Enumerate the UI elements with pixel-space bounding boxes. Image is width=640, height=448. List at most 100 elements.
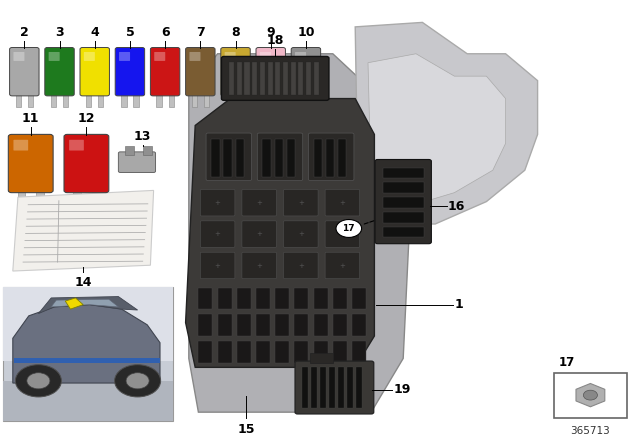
Bar: [275, 341, 289, 363]
Text: +: +: [298, 263, 304, 269]
Bar: [252, 62, 257, 95]
Polygon shape: [65, 298, 83, 309]
FancyBboxPatch shape: [150, 47, 180, 96]
FancyBboxPatch shape: [200, 190, 235, 216]
FancyBboxPatch shape: [295, 361, 374, 414]
Text: 18: 18: [266, 34, 284, 47]
Bar: [310, 353, 333, 363]
FancyBboxPatch shape: [154, 52, 165, 61]
Bar: [223, 139, 232, 177]
Bar: [256, 288, 270, 309]
Bar: [36, 190, 44, 205]
Text: 4: 4: [90, 26, 99, 39]
FancyBboxPatch shape: [257, 133, 303, 181]
FancyBboxPatch shape: [45, 47, 74, 96]
FancyBboxPatch shape: [64, 134, 109, 193]
Bar: [383, 197, 424, 208]
Bar: [333, 288, 347, 309]
Bar: [218, 341, 232, 363]
Text: 3: 3: [55, 26, 64, 39]
Text: +: +: [339, 200, 346, 206]
Bar: [236, 139, 244, 177]
FancyBboxPatch shape: [200, 221, 235, 247]
Bar: [262, 139, 271, 177]
FancyBboxPatch shape: [13, 52, 24, 61]
Bar: [262, 94, 268, 107]
Bar: [156, 94, 162, 107]
Bar: [326, 139, 334, 177]
Bar: [256, 314, 270, 336]
Bar: [3, 287, 173, 361]
Bar: [256, 341, 270, 363]
Bar: [275, 314, 289, 336]
FancyBboxPatch shape: [221, 56, 329, 100]
Polygon shape: [355, 22, 538, 224]
Polygon shape: [576, 383, 605, 407]
Bar: [352, 314, 366, 336]
Bar: [275, 139, 283, 177]
FancyBboxPatch shape: [49, 52, 60, 61]
Bar: [3, 381, 173, 421]
FancyBboxPatch shape: [80, 47, 109, 96]
Bar: [283, 62, 288, 95]
Bar: [143, 146, 152, 155]
Polygon shape: [13, 190, 154, 271]
Bar: [237, 314, 251, 336]
Text: +: +: [256, 231, 262, 237]
Text: 17: 17: [559, 356, 575, 369]
Bar: [274, 94, 280, 107]
Bar: [314, 288, 328, 309]
Text: +: +: [339, 263, 346, 269]
Polygon shape: [51, 299, 118, 307]
FancyBboxPatch shape: [242, 221, 276, 247]
Bar: [198, 314, 212, 336]
Bar: [383, 182, 424, 193]
Text: +: +: [298, 231, 304, 237]
Text: 2: 2: [20, 26, 29, 39]
FancyBboxPatch shape: [200, 252, 235, 279]
Bar: [311, 367, 317, 408]
Text: +: +: [298, 200, 304, 206]
Bar: [227, 94, 232, 107]
Bar: [320, 367, 326, 408]
FancyBboxPatch shape: [242, 190, 276, 216]
FancyBboxPatch shape: [189, 52, 200, 61]
FancyBboxPatch shape: [225, 52, 236, 61]
Text: +: +: [256, 263, 262, 269]
FancyBboxPatch shape: [308, 133, 354, 181]
Text: 10: 10: [297, 26, 315, 39]
Bar: [356, 367, 362, 408]
Circle shape: [584, 390, 598, 400]
Bar: [333, 341, 347, 363]
Bar: [198, 341, 212, 363]
FancyBboxPatch shape: [295, 52, 306, 61]
Bar: [314, 139, 322, 177]
FancyBboxPatch shape: [242, 252, 276, 279]
Bar: [302, 367, 308, 408]
FancyBboxPatch shape: [284, 221, 318, 247]
FancyBboxPatch shape: [256, 47, 285, 96]
FancyBboxPatch shape: [284, 190, 318, 216]
Bar: [306, 62, 311, 95]
Bar: [294, 341, 308, 363]
Text: 5: 5: [125, 26, 134, 39]
Bar: [298, 62, 303, 95]
Text: 6: 6: [161, 26, 170, 39]
Text: 1: 1: [454, 298, 463, 311]
Bar: [237, 288, 251, 309]
Bar: [3, 287, 173, 421]
Text: 11: 11: [22, 112, 40, 125]
FancyBboxPatch shape: [118, 152, 156, 172]
FancyBboxPatch shape: [221, 47, 250, 96]
Polygon shape: [186, 99, 374, 367]
FancyBboxPatch shape: [325, 190, 360, 216]
Bar: [168, 94, 174, 107]
Bar: [554, 373, 627, 418]
Bar: [198, 288, 212, 309]
FancyBboxPatch shape: [375, 159, 431, 244]
Bar: [237, 341, 251, 363]
Bar: [63, 94, 68, 107]
Bar: [211, 139, 220, 177]
FancyBboxPatch shape: [115, 47, 145, 96]
FancyBboxPatch shape: [69, 140, 84, 151]
